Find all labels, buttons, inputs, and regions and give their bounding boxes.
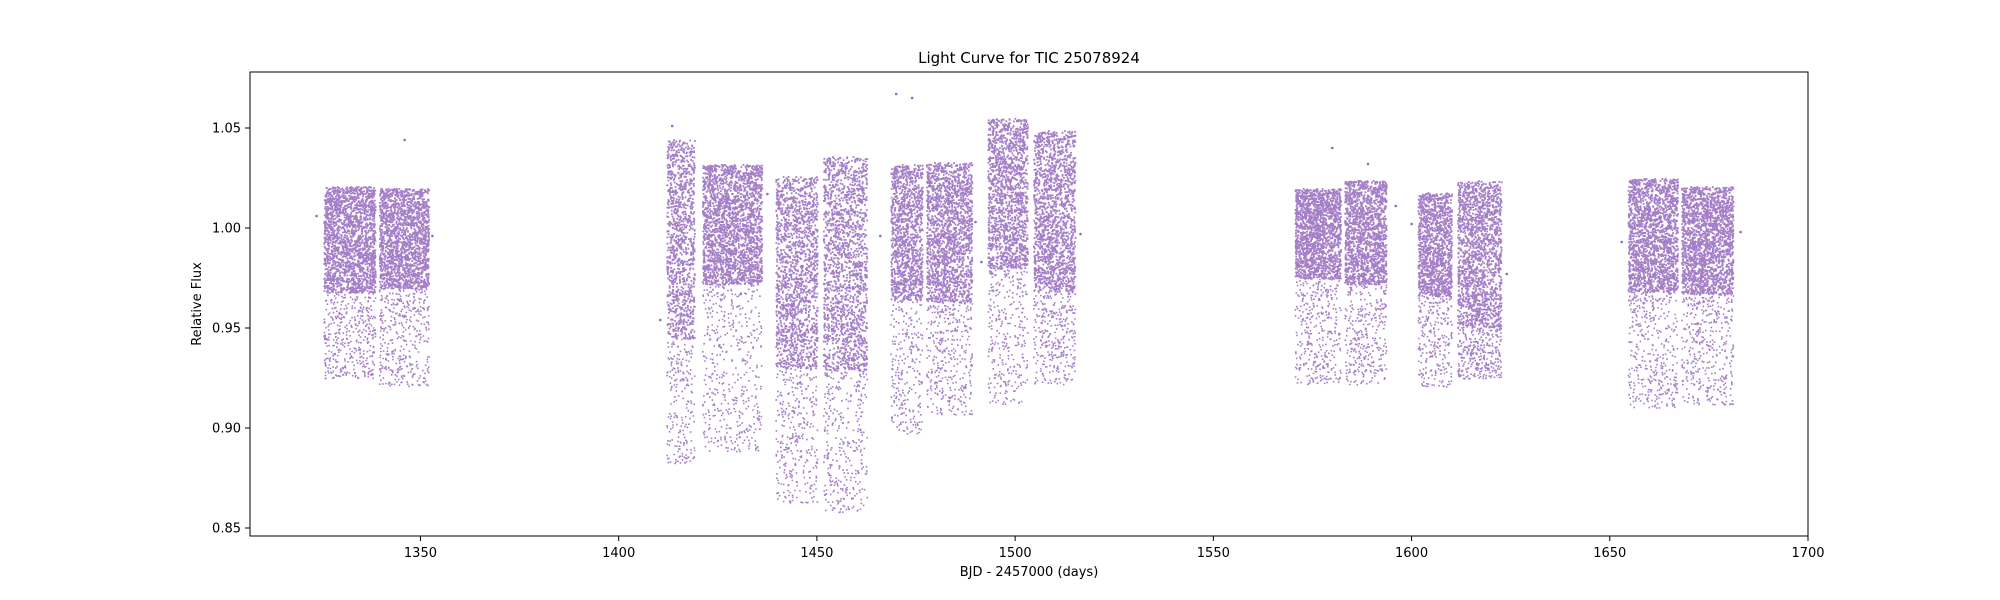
outlier-point-17 (1620, 240, 1623, 244)
outlier-point-1 (431, 234, 434, 238)
x-tick-label-5: 1600 (1395, 546, 1428, 561)
data-segment-points-11 (1344, 180, 1388, 386)
data-segment-points-7 (926, 162, 974, 416)
data-segment-15 (1681, 186, 1735, 406)
outlier-point-5 (766, 192, 769, 196)
y-tick-label-2: 0.95 (212, 322, 241, 337)
x-tick-label-4: 1550 (1197, 546, 1230, 561)
data-segment-6 (890, 164, 924, 435)
data-segment-points-13 (1457, 180, 1503, 380)
y-tick-label-1: 0.90 (212, 422, 241, 437)
x-tick-label-6: 1650 (1593, 546, 1626, 561)
data-segment-points-3 (701, 164, 764, 453)
outlier-point-18 (1739, 230, 1742, 234)
data-segment-points-5 (822, 156, 869, 514)
data-segment-points-2 (666, 139, 696, 465)
x-axis-label: BJD - 2457000 (days) (960, 565, 1099, 580)
outlier-point-2 (403, 138, 406, 142)
x-tick-label-0: 1350 (404, 546, 437, 561)
y-axis-label: Relative Flux (190, 262, 205, 346)
data-segment-points-4 (775, 176, 819, 504)
outlier-point-7 (894, 92, 898, 96)
data-segment-12 (1417, 192, 1453, 388)
outlier-point-4 (670, 124, 674, 128)
x-tick-label-2: 1450 (800, 546, 833, 561)
data-segment-13 (1457, 180, 1503, 380)
data-segment-points-6 (890, 164, 924, 435)
outlier-point-13 (1366, 162, 1370, 166)
data-segment-5 (822, 156, 869, 514)
x-tick-label-1: 1400 (602, 546, 635, 561)
outlier-point-3 (659, 318, 662, 322)
x-tick-label-7: 1700 (1791, 546, 1824, 561)
y-tick-label-0: 0.85 (212, 522, 241, 537)
data-segment-8 (987, 118, 1029, 405)
data-segment-points-1 (378, 188, 431, 388)
outlier-point-10 (980, 260, 983, 264)
chart-title: Light Curve for TIC 25078924 (918, 49, 1140, 67)
y-axis-ticks: 0.85 0.90 0.95 1.00 1.05 (212, 122, 250, 537)
data-segment-points-8 (987, 118, 1029, 405)
data-segment-points-14 (1627, 178, 1679, 409)
outlier-point-8 (910, 96, 914, 100)
data-segment-points-10 (1294, 188, 1342, 386)
data-segment-3 (701, 164, 764, 453)
data-points (315, 92, 1742, 514)
data-segment-11 (1344, 180, 1388, 386)
data-segment-points-15 (1681, 186, 1735, 406)
data-segment-2 (666, 139, 696, 465)
data-segment-14 (1627, 178, 1679, 409)
x-axis-ticks: 1350 1400 1450 1500 1550 1600 1650 1700 (404, 536, 1825, 561)
data-segment-0 (323, 186, 377, 380)
outlier-point-12 (1331, 146, 1334, 150)
plot-frame (249, 71, 1809, 537)
data-segment-points-9 (1033, 130, 1077, 386)
data-segment-1 (378, 188, 431, 388)
outlier-point-0 (315, 214, 318, 218)
y-tick-label-4: 1.05 (212, 122, 241, 137)
data-segment-points-12 (1417, 192, 1453, 388)
outlier-point-14 (1394, 204, 1397, 208)
outlier-point-15 (1410, 222, 1413, 226)
outlier-point-16 (1505, 272, 1508, 276)
data-segment-7 (926, 162, 974, 416)
outlier-point-6 (879, 234, 882, 238)
outlier-point-11 (1079, 232, 1082, 236)
data-segment-points-0 (323, 186, 377, 380)
data-segment-4 (775, 176, 819, 504)
outlier-point-9 (974, 220, 977, 224)
x-tick-label-3: 1500 (999, 546, 1032, 561)
data-segment-10 (1294, 188, 1342, 386)
data-segment-9 (1033, 130, 1077, 386)
y-tick-label-3: 1.00 (212, 222, 241, 237)
